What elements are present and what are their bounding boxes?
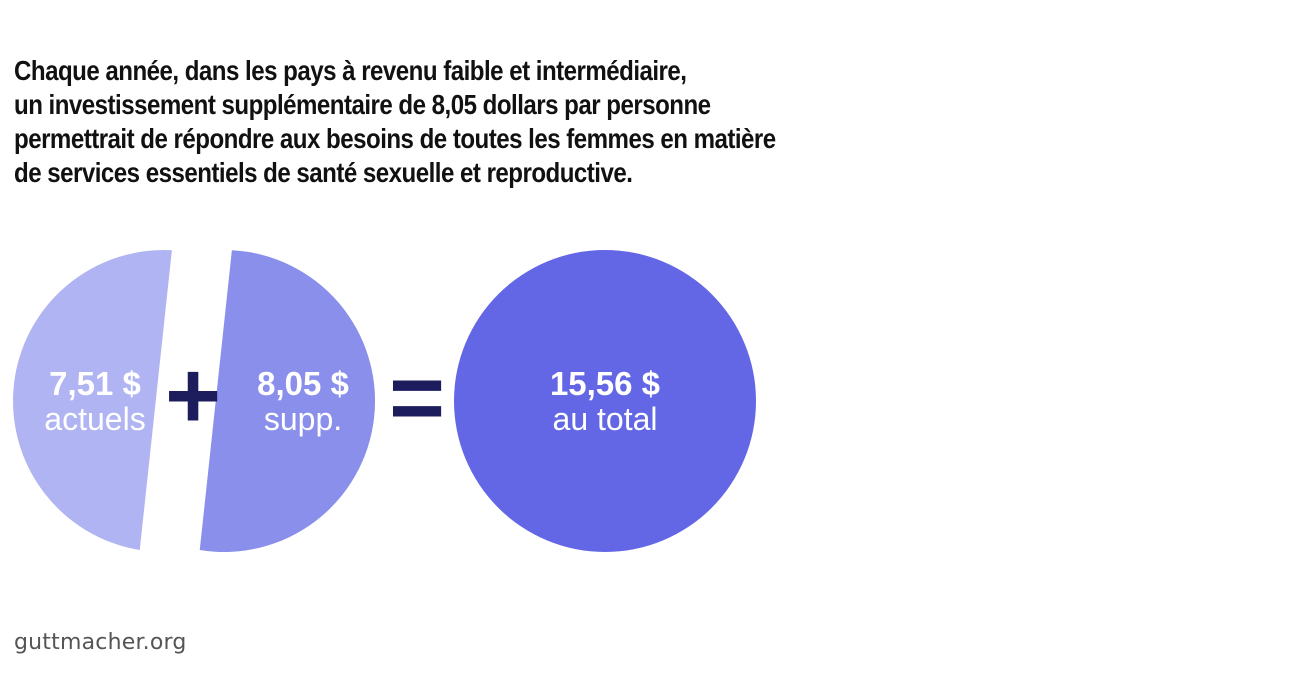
plus-operator: + xyxy=(165,342,221,449)
additional-spending-slice xyxy=(199,250,376,553)
total-spending-circle xyxy=(454,250,756,552)
source-credit: guttmacher.org xyxy=(14,630,187,655)
current-value-label: 7,51 $ xyxy=(49,365,141,402)
additional-value-label: 8,05 $ xyxy=(257,365,349,402)
current-sublabel: actuels xyxy=(44,401,145,437)
headline-line: un investissement supplémentaire de 8,05… xyxy=(14,89,711,120)
current-spending-slice xyxy=(13,250,172,551)
headline: Chaque année, dans les pays à revenu fai… xyxy=(14,54,788,190)
total-sublabel: au total xyxy=(553,401,658,437)
headline-line: Chaque année, dans les pays à revenu fai… xyxy=(14,55,687,86)
total-value-label: 15,56 $ xyxy=(550,365,660,402)
headline-line: de services essentiels de santé sexuelle… xyxy=(14,157,633,188)
additional-sublabel: supp. xyxy=(264,401,342,437)
headline-line: permettrait de répondre aux besoins de t… xyxy=(14,123,776,154)
equals-operator: = xyxy=(389,344,445,451)
